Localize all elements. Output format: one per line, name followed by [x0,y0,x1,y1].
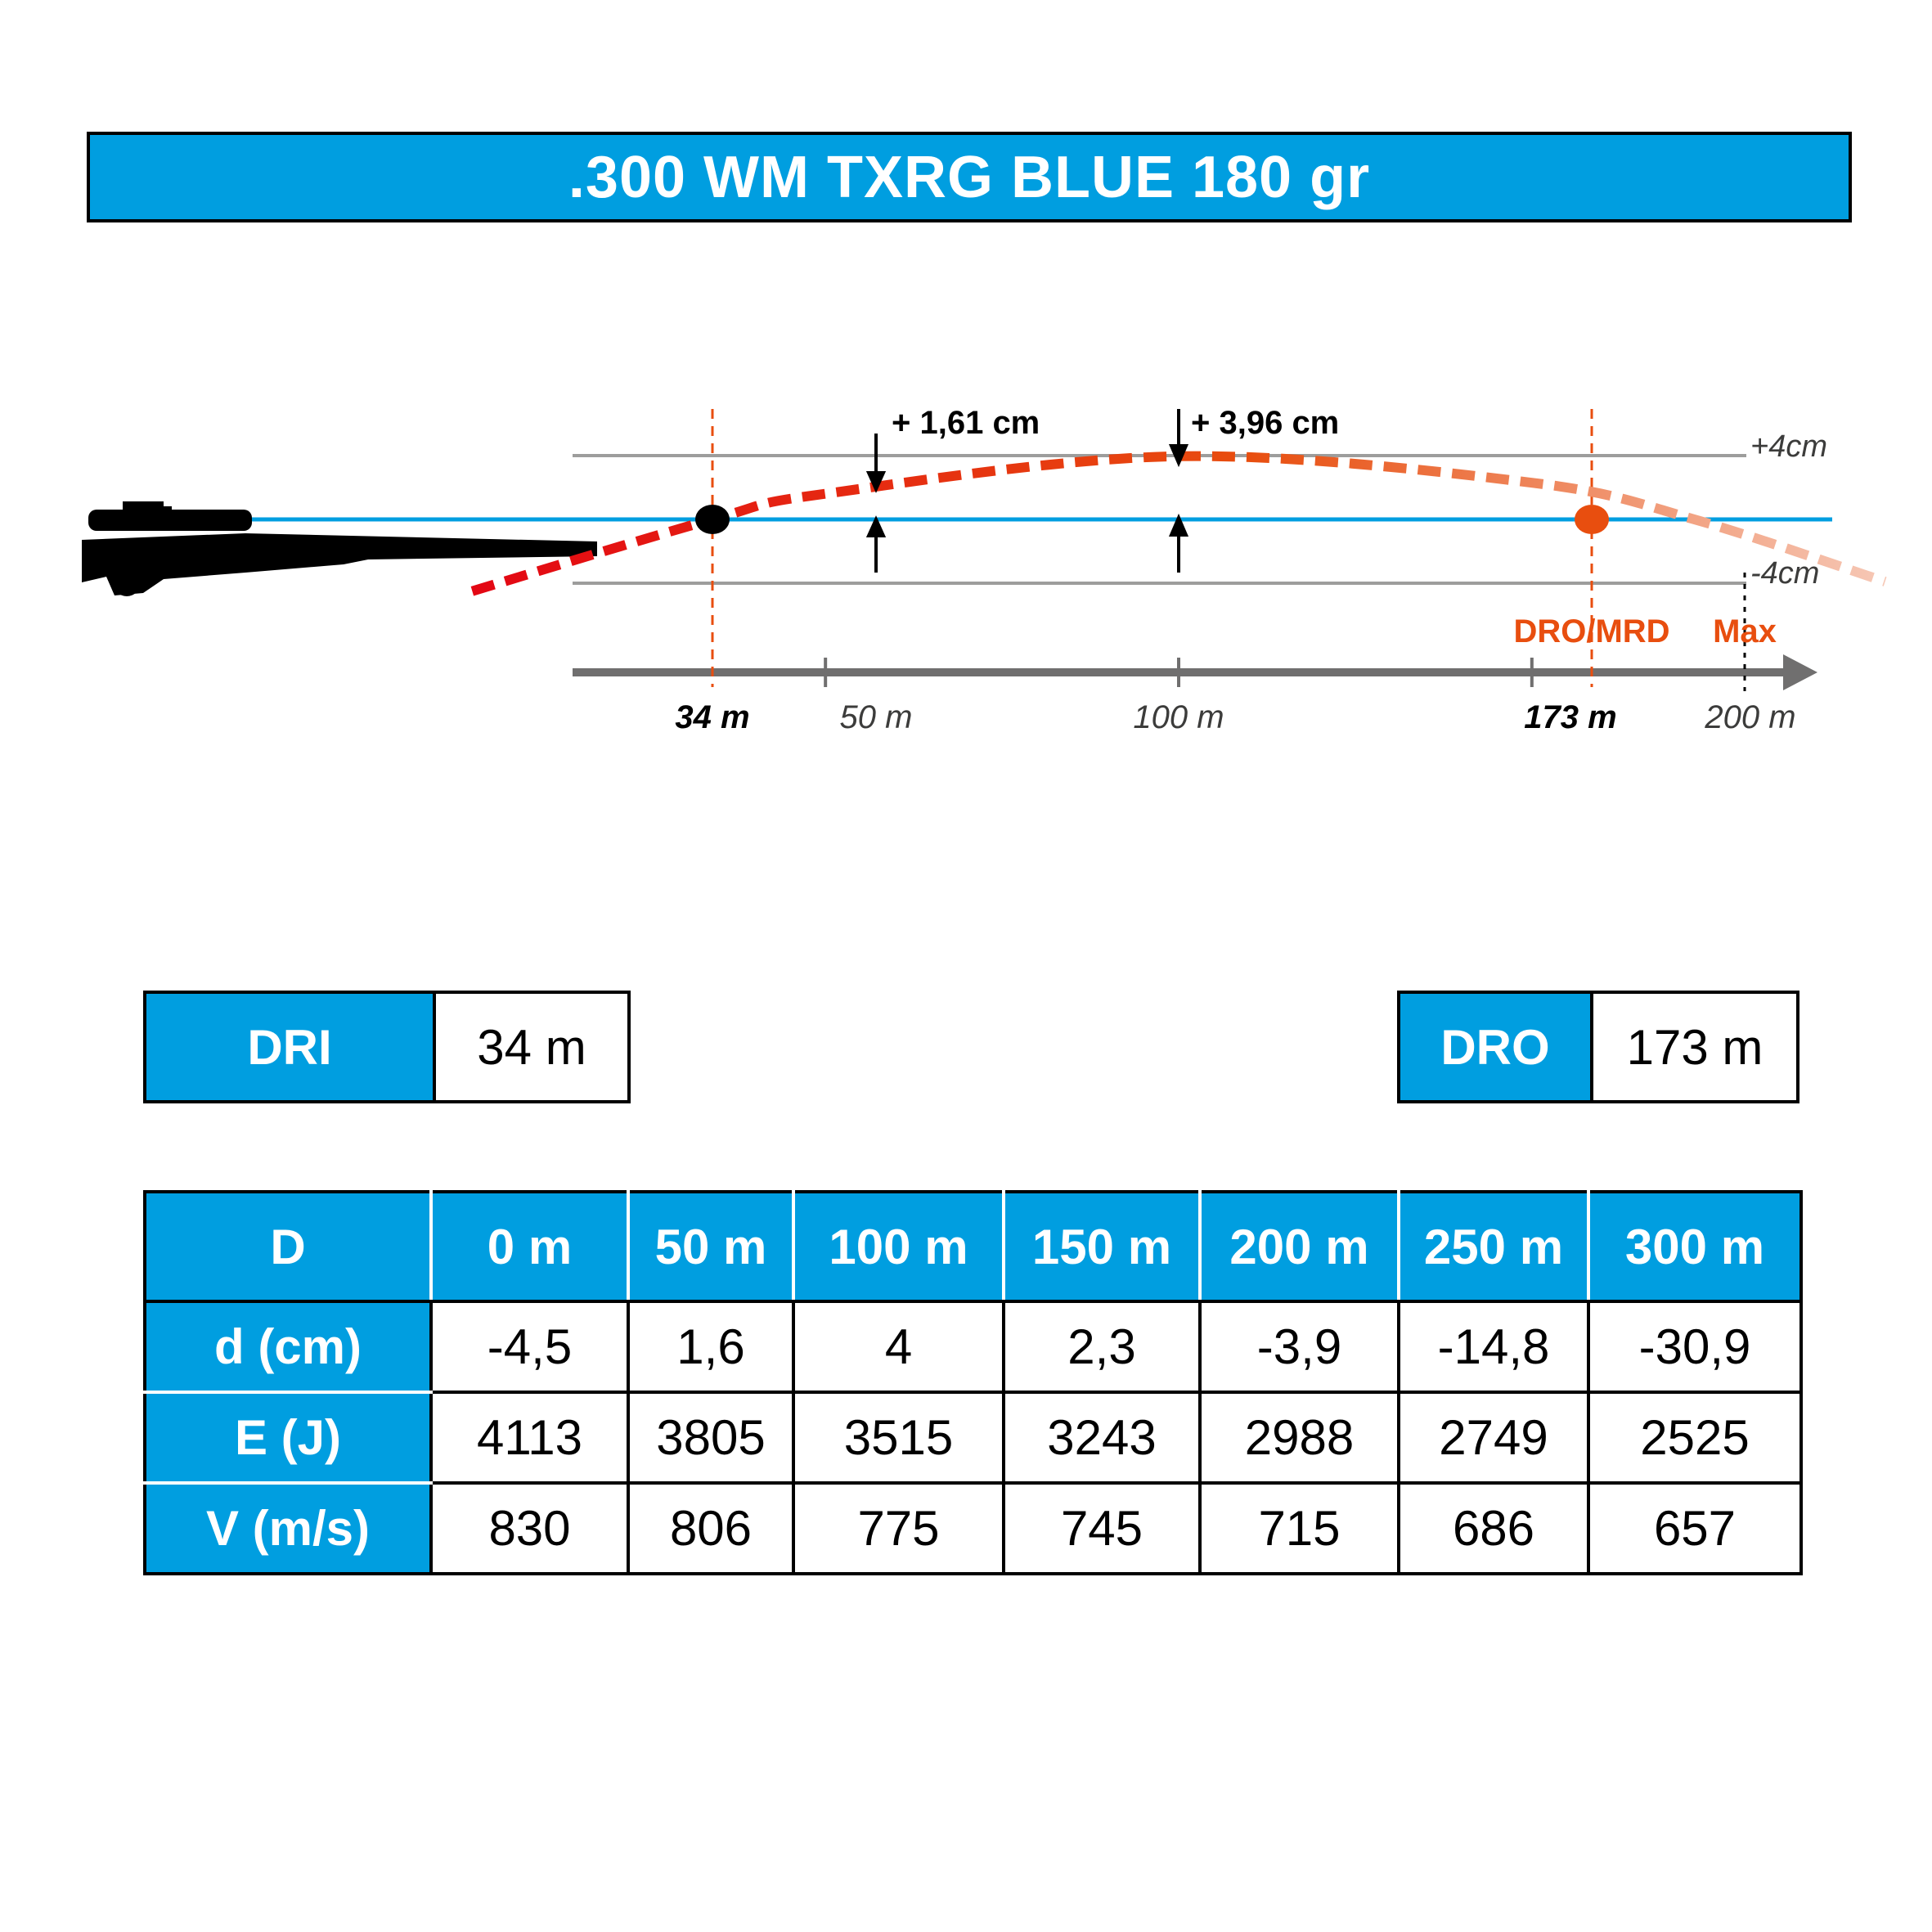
tick-label-34: 34 m [675,699,749,735]
table-cell: 2988 [1198,1391,1400,1485]
tick-label-173: 173 m [1524,699,1616,735]
dro-label: DRO [1400,994,1590,1100]
axis-arrow-icon [1783,654,1817,690]
dro-value: 173 m [1590,994,1796,1100]
dro-marker-label: DRO/MRD [1513,613,1669,649]
header-cell: D [143,1190,433,1303]
table-cell: 2749 [1397,1391,1590,1485]
tick-label-200: 200 m [1704,699,1795,735]
header-cell: 200 m [1198,1190,1400,1303]
table-cell: -30,9 [1587,1300,1803,1394]
callout-100-label: + 3,96 cm [1191,405,1339,441]
table-cell: 2,3 [1002,1300,1202,1394]
table-row: E (J) 4113 3805 3515 3243 2988 2749 2525 [143,1391,1803,1485]
table-row: V (m/s) 830 806 775 745 715 686 657 [143,1481,1803,1575]
table-row: d (cm) -4,5 1,6 4 2,3 -3,9 -14,8 -30,9 [143,1300,1803,1394]
upper-band-label: +4cm [1750,429,1827,464]
rifle-icon [82,501,597,596]
table-cell: 3243 [1002,1391,1202,1485]
dri-label: DRI [146,994,433,1100]
title-bar: .300 WM TXRG BLUE 180 gr [87,132,1852,222]
table-cell: 4 [792,1300,1005,1394]
table-cell: 830 [429,1481,630,1575]
table-cell: 2525 [1587,1391,1803,1485]
dro-box: DRO 173 m [1397,991,1799,1103]
table-cell: -14,8 [1397,1300,1590,1394]
trajectory-chart: + 1,61 cm + 3,96 cm +4cm -4cm DRO/MRD Ma… [82,405,1887,735]
table-cell: 806 [627,1481,795,1575]
tick-label-100: 100 m [1133,699,1224,735]
dri-zero-point [695,505,730,534]
tick-label-50: 50 m [840,699,913,735]
header-cell: 150 m [1002,1190,1202,1303]
header-cell: 0 m [429,1190,630,1303]
table-cell: 745 [1002,1481,1202,1575]
header-cell: 100 m [792,1190,1005,1303]
table-cell: 775 [792,1481,1005,1575]
table-cell: 4113 [429,1391,630,1485]
callout-50-label: + 1,61 cm [892,405,1040,441]
header-cell: 300 m [1587,1190,1803,1303]
ballistics-table: D 0 m 50 m 100 m 150 m 200 m 250 m 300 m… [143,1190,1803,1575]
callout-100-arrows [1168,409,1189,573]
row-label: V (m/s) [143,1481,433,1575]
callout-50-arrows [865,434,887,573]
page-title: .300 WM TXRG BLUE 180 gr [568,144,1371,210]
header-cell: 50 m [627,1190,795,1303]
table-cell: 657 [1587,1481,1803,1575]
dri-value: 34 m [433,994,627,1100]
table-cell: 1,6 [627,1300,795,1394]
dri-box: DRI 34 m [143,991,631,1103]
lower-band-label: -4cm [1750,556,1819,591]
row-label: d (cm) [143,1300,433,1394]
table-header-row: D 0 m 50 m 100 m 150 m 200 m 250 m 300 m [143,1190,1803,1303]
axis-ticks [824,658,1534,687]
header-cell: 250 m [1397,1190,1590,1303]
table-cell: -4,5 [429,1300,630,1394]
table-cell: 715 [1198,1481,1400,1575]
max-marker-label: Max [1713,613,1777,649]
table-cell: 686 [1397,1481,1590,1575]
dro-zero-point [1575,505,1609,534]
table-cell: 3805 [627,1391,795,1485]
table-cell: -3,9 [1198,1300,1400,1394]
row-label: E (J) [143,1391,433,1485]
table-cell: 3515 [792,1391,1005,1485]
